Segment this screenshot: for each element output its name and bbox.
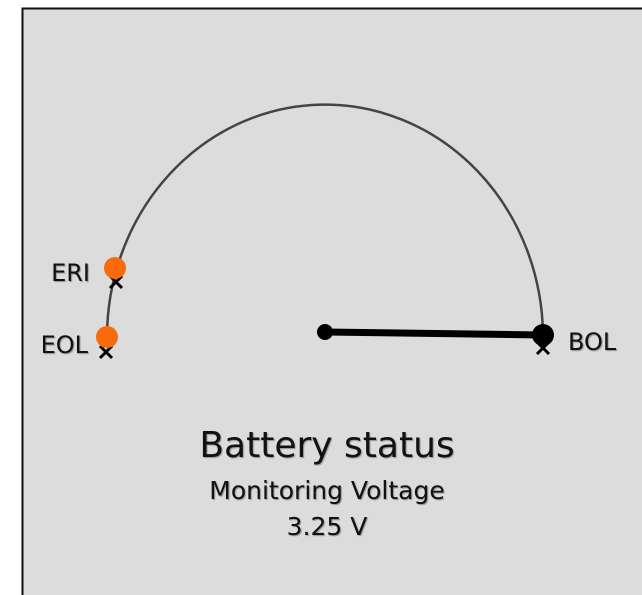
eri-marker: [104, 257, 126, 279]
bol-label: BOL: [568, 328, 617, 356]
eol-label: EOL: [41, 331, 89, 359]
status-reading: 3.25 V: [287, 512, 368, 541]
bol-marker: [532, 324, 554, 346]
eol-marker: [96, 326, 118, 348]
needle-pivot: [317, 324, 333, 340]
gauge-arc: [105, 103, 545, 341]
status-title: Battery status: [199, 425, 454, 466]
gauge-needle: [324, 328, 544, 339]
eri-label: ERI: [51, 259, 90, 287]
status-subtitle: Monitoring Voltage: [209, 476, 444, 505]
panel-background: [21, 7, 642, 595]
